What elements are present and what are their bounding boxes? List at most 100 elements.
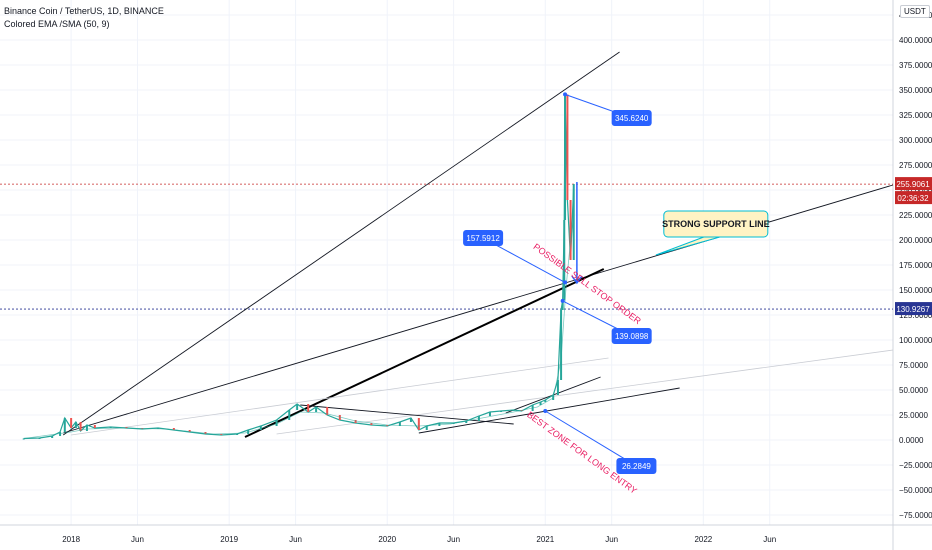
y-tick-label: 125.0000 [899, 311, 932, 320]
x-tick-label: Jun [289, 535, 302, 544]
x-tick-label: 2022 [694, 535, 712, 544]
callout-anchor [560, 298, 565, 303]
callout-box [611, 110, 652, 126]
candle [51, 436, 54, 438]
y-tick-label: 200.0000 [899, 236, 932, 245]
candle [488, 412, 491, 416]
ema-line [23, 219, 575, 439]
candle [556, 380, 559, 395]
support-box-pointer [655, 236, 720, 256]
candle [563, 220, 566, 300]
candle [236, 434, 239, 435]
x-tick-label: 2019 [220, 535, 238, 544]
x-tick-label: Jun [131, 535, 144, 544]
y-tick-label: 250.0000 [899, 186, 932, 195]
callout-anchor [563, 280, 568, 285]
candle [85, 425, 88, 431]
callout-label: 139.0898 [615, 332, 649, 341]
candle [220, 434, 223, 435]
y-tick-label: 0.0000 [899, 436, 924, 445]
candle [259, 426, 262, 430]
price-label-box [895, 302, 932, 316]
candle [539, 402, 542, 405]
candle [417, 418, 420, 430]
candle [109, 427, 112, 428]
candle [465, 421, 468, 423]
support-label-box [663, 210, 769, 238]
y-tick-label: 225.0000 [899, 211, 932, 220]
support-label-text: STRONG SUPPORT LINE [662, 219, 770, 229]
candle [564, 94, 567, 220]
currency-badge[interactable]: USDT [900, 5, 930, 18]
x-tick-label: Jun [763, 535, 776, 544]
candle [398, 422, 401, 426]
candle [425, 426, 428, 430]
y-tick-label: −50.0000 [899, 486, 932, 495]
callout-label: 26.2849 [622, 462, 651, 471]
price-label-box [895, 177, 932, 191]
x-tick-label: 2020 [378, 535, 396, 544]
y-tick-label: 150.0000 [899, 286, 932, 295]
x-tick-label: Jun [605, 535, 618, 544]
y-tick-label: −25.0000 [899, 461, 932, 470]
y-tick-label: 175.0000 [899, 261, 932, 270]
candle [22, 438, 25, 440]
price-series-line [23, 94, 575, 440]
candle [544, 400, 547, 402]
candle [566, 94, 569, 200]
y-tick-label: −75.0000 [899, 511, 932, 520]
callout-label: 157.5912 [466, 234, 500, 243]
candle [296, 404, 299, 410]
y-tick-label: 375.0000 [899, 61, 932, 70]
candle [512, 410, 515, 411]
y-tick-label: 75.0000 [899, 361, 928, 370]
y-tick-label: 275.0000 [899, 161, 932, 170]
annotation-text: BEST ZONE FOR LONG ENTRY [525, 410, 639, 496]
x-tick-label: 2018 [62, 535, 80, 544]
candle [560, 310, 563, 380]
callout-label: 345.6240 [615, 114, 649, 123]
indicator-title[interactable]: Colored EMA /SMA (50, 9) [4, 19, 110, 29]
y-tick-label: 350.0000 [899, 86, 932, 95]
y-tick-label: 25.0000 [899, 411, 928, 420]
timer-label-box [895, 191, 932, 205]
bold-trend-line [244, 268, 605, 438]
callout-anchor [563, 92, 568, 97]
candle [74, 422, 77, 428]
candle [63, 418, 66, 432]
price-label: 130.9267 [896, 305, 930, 314]
candle [288, 410, 291, 420]
callout-box [616, 458, 657, 474]
candle [188, 430, 191, 432]
candle [172, 428, 175, 430]
y-tick-label: 325.0000 [899, 111, 932, 120]
candle [59, 432, 62, 436]
faint-trend-line-1 [71, 357, 609, 436]
candle [338, 415, 341, 420]
upper-channel-line [62, 51, 620, 436]
candle [561, 300, 564, 310]
timer-label: 02:36:32 [897, 194, 929, 203]
faint-trend-line-2 [276, 349, 894, 435]
callout-box [611, 328, 652, 344]
candle [93, 425, 96, 428]
chart-legend: Binance Coin / TetherUS, 1D, BINANCE Col… [4, 5, 164, 31]
x-tick-label: 2021 [536, 535, 554, 544]
flag-lower-line [418, 387, 680, 434]
y-tick-label: 100.0000 [899, 336, 932, 345]
symbol-title[interactable]: Binance Coin / TetherUS, 1D, BINANCE [4, 6, 164, 16]
candle [326, 407, 329, 415]
callout-leader [545, 410, 637, 467]
candle [500, 411, 503, 412]
price-label: 255.9061 [896, 180, 930, 189]
candle [569, 200, 572, 260]
y-tick-label: 50.0000 [899, 386, 928, 395]
callout-anchor [543, 409, 548, 413]
candle [79, 422, 82, 431]
candle [315, 407, 318, 412]
candle [386, 425, 389, 426]
candle [354, 420, 357, 423]
candle [370, 423, 373, 425]
